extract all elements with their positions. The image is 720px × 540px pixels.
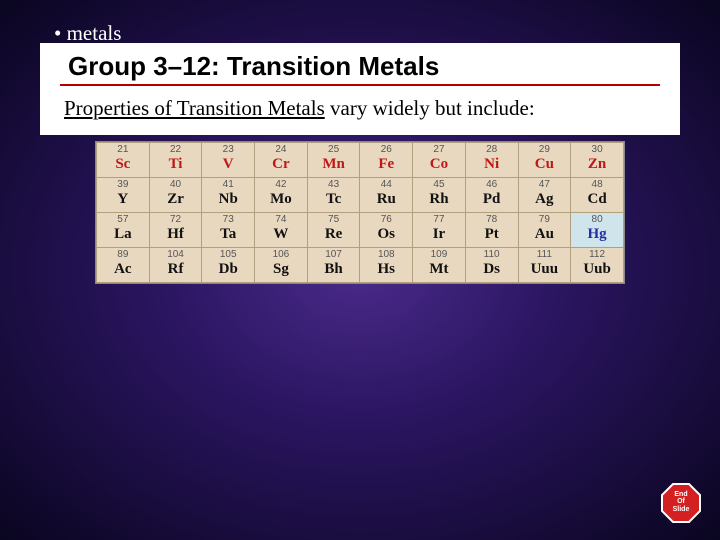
element-cell: 108Hs — [360, 248, 413, 283]
element-cell: 79Au — [518, 213, 571, 248]
element-cell: 23V — [202, 143, 255, 178]
element-cell: 27Co — [413, 143, 466, 178]
element-cell: 78Pt — [465, 213, 518, 248]
title-underline — [60, 84, 660, 86]
element-cell: 57La — [97, 213, 150, 248]
end-of-slide-badge: End Of Slide — [660, 482, 702, 524]
badge-text: End Of Slide — [660, 491, 702, 513]
element-cell: 40Zr — [149, 178, 202, 213]
element-cell: 26Fe — [360, 143, 413, 178]
element-cell: 74W — [255, 213, 308, 248]
element-cell: 77Ir — [413, 213, 466, 248]
element-cell: 46Pd — [465, 178, 518, 213]
element-cell: 72Hf — [149, 213, 202, 248]
element-cell: 80Hg — [571, 213, 624, 248]
element-cell: 48Cd — [571, 178, 624, 213]
element-cell: 22Ti — [149, 143, 202, 178]
element-cell: 111Uuu — [518, 248, 571, 283]
element-cell: 109Mt — [413, 248, 466, 283]
title-panel: Group 3–12: Transition Metals Properties… — [40, 43, 680, 135]
element-cell: 25Mn — [307, 143, 360, 178]
element-cell: 76Os — [360, 213, 413, 248]
element-cell: 106Sg — [255, 248, 308, 283]
slide-subtitle: Properties of Transition Metals vary wid… — [64, 96, 660, 121]
element-cell: 47Ag — [518, 178, 571, 213]
element-cell: 105Db — [202, 248, 255, 283]
element-cell: 24Cr — [255, 143, 308, 178]
element-cell: 110Ds — [465, 248, 518, 283]
element-cell: 43Tc — [307, 178, 360, 213]
element-cell: 104Rf — [149, 248, 202, 283]
element-cell: 39Y — [97, 178, 150, 213]
element-cell: 41Nb — [202, 178, 255, 213]
periodic-table: 21Sc22Ti23V24Cr25Mn26Fe27Co28Ni29Cu30Zn 3… — [96, 142, 624, 283]
element-cell: 30Zn — [571, 143, 624, 178]
subtitle-rest: vary widely but include: — [325, 96, 535, 120]
element-cell: 107Bh — [307, 248, 360, 283]
periodic-table-block: 21Sc22Ti23V24Cr25Mn26Fe27Co28Ni29Cu30Zn 3… — [95, 141, 625, 284]
element-cell: 42Mo — [255, 178, 308, 213]
element-cell: 75Re — [307, 213, 360, 248]
element-cell: 29Cu — [518, 143, 571, 178]
subtitle-underlined: Properties of Transition Metals — [64, 96, 325, 120]
element-cell: 28Ni — [465, 143, 518, 178]
element-cell: 21Sc — [97, 143, 150, 178]
element-cell: 89Ac — [97, 248, 150, 283]
element-cell: 44Ru — [360, 178, 413, 213]
element-cell: 73Ta — [202, 213, 255, 248]
element-cell: 45Rh — [413, 178, 466, 213]
slide-title: Group 3–12: Transition Metals — [68, 51, 660, 82]
element-cell: 112Uub — [571, 248, 624, 283]
